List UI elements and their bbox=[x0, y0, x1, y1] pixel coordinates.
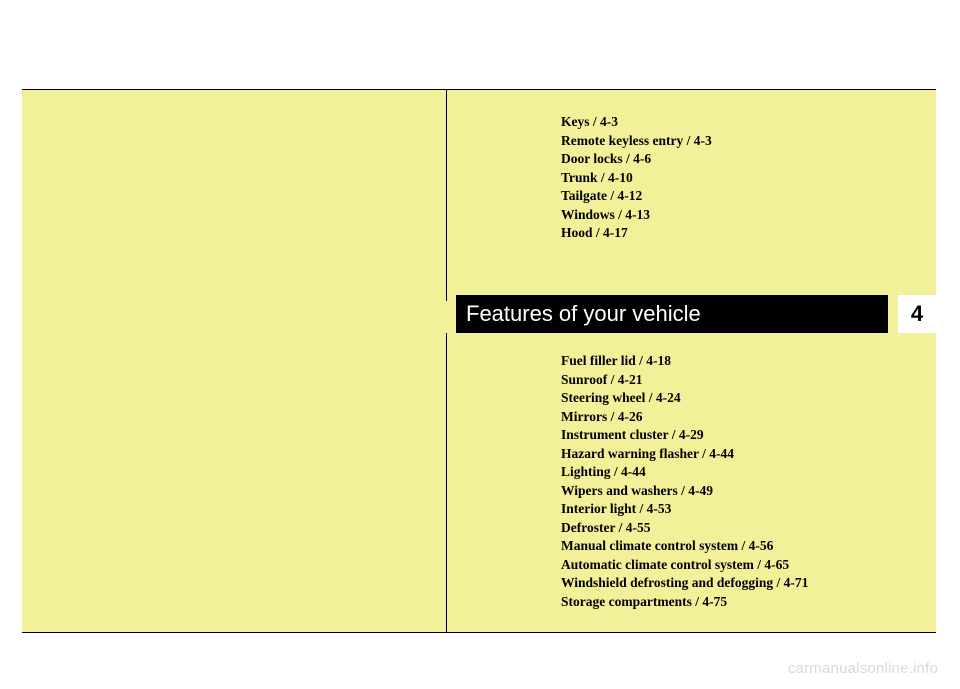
toc-item: Keys / 4-3 bbox=[561, 113, 921, 132]
chapter-title-bar: Features of your vehicle bbox=[456, 295, 888, 333]
toc-item: Door locks / 4-6 bbox=[561, 150, 921, 169]
toc-item: Remote keyless entry / 4-3 bbox=[561, 132, 921, 151]
toc-upper-list: Keys / 4-3 Remote keyless entry / 4-3 Do… bbox=[561, 113, 921, 243]
toc-item: Hood / 4-17 bbox=[561, 224, 921, 243]
toc-item: Windows / 4-13 bbox=[561, 206, 921, 225]
toc-item: Windshield defrosting and defogging / 4-… bbox=[561, 574, 921, 593]
divider-lower bbox=[446, 333, 447, 632]
toc-lower-list: Fuel filler lid / 4-18 Sunroof / 4-21 St… bbox=[561, 352, 921, 611]
toc-item: Instrument cluster / 4-29 bbox=[561, 426, 921, 445]
toc-item: Hazard warning flasher / 4-44 bbox=[561, 445, 921, 464]
toc-item: Automatic climate control system / 4-65 bbox=[561, 556, 921, 575]
toc-item: Sunroof / 4-21 bbox=[561, 371, 921, 390]
toc-item: Wipers and washers / 4-49 bbox=[561, 482, 921, 501]
toc-item: Defroster / 4-55 bbox=[561, 519, 921, 538]
divider-upper bbox=[446, 89, 447, 301]
manual-page: Keys / 4-3 Remote keyless entry / 4-3 Do… bbox=[0, 0, 960, 689]
toc-item: Lighting / 4-44 bbox=[561, 463, 921, 482]
toc-item: Mirrors / 4-26 bbox=[561, 408, 921, 427]
rule-bottom bbox=[22, 632, 936, 633]
toc-item: Interior light / 4-53 bbox=[561, 500, 921, 519]
rule-top bbox=[22, 89, 936, 90]
toc-item: Manual climate control system / 4-56 bbox=[561, 537, 921, 556]
chapter-title: Features of your vehicle bbox=[466, 301, 701, 327]
watermark-text: carmanualsonline.info bbox=[788, 660, 938, 677]
chapter-number: 4 bbox=[911, 301, 923, 327]
toc-item: Fuel filler lid / 4-18 bbox=[561, 352, 921, 371]
chapter-tab: 4 bbox=[898, 295, 936, 333]
toc-item: Steering wheel / 4-24 bbox=[561, 389, 921, 408]
toc-item: Storage compartments / 4-75 bbox=[561, 593, 921, 612]
toc-item: Tailgate / 4-12 bbox=[561, 187, 921, 206]
toc-item: Trunk / 4-10 bbox=[561, 169, 921, 188]
